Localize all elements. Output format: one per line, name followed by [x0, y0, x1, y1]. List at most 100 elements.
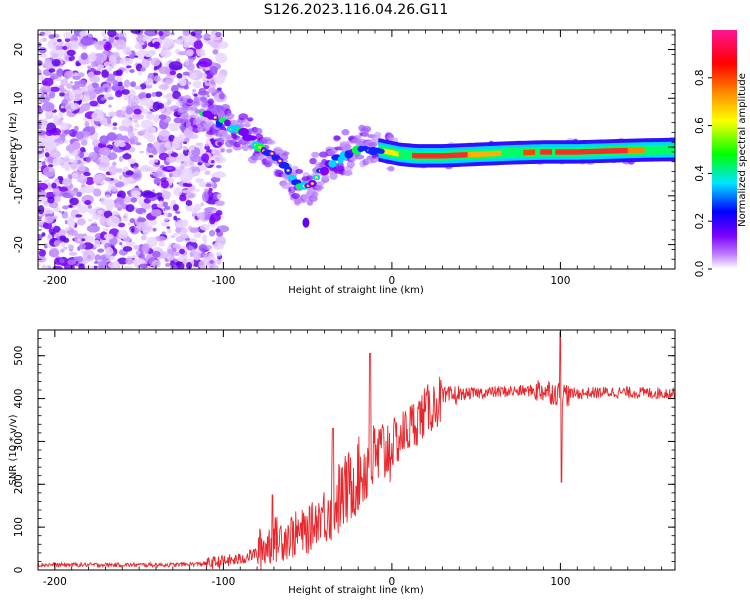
heatmap-cell — [81, 235, 95, 243]
heatmap-cell — [101, 69, 110, 78]
heatmap-cell — [38, 249, 47, 257]
heatmap-cell — [67, 259, 77, 266]
heatmap-cell — [193, 40, 203, 50]
heatmap-cell — [69, 197, 79, 206]
heatmap-cell — [183, 41, 189, 48]
heatmap-cell — [205, 183, 212, 188]
heatmap-cell — [181, 105, 190, 111]
heatmap-cell — [51, 52, 59, 59]
heatmap-cell — [177, 51, 187, 56]
heatmap-cell — [38, 47, 47, 54]
heatmap-cell — [170, 74, 177, 79]
heatmap-cell — [59, 88, 67, 93]
heatmap-cell — [185, 192, 197, 199]
heatmap-cell — [49, 247, 60, 258]
heatmap-blob-core — [278, 159, 282, 163]
heatmap-cell — [59, 186, 69, 192]
heatmap-cell — [135, 142, 142, 146]
ridge-hot-segment — [412, 152, 468, 159]
heatmap-cell — [97, 210, 104, 215]
heatmap-cell — [193, 232, 202, 238]
heatmap-cell — [204, 214, 209, 219]
heatmap-cell — [112, 161, 117, 167]
heatmap-cell — [144, 51, 152, 58]
heatmap-cell — [91, 139, 100, 147]
heatmap-cell — [137, 222, 147, 232]
heatmap-cell — [43, 139, 54, 150]
heatmap-cell — [170, 264, 178, 269]
heatmap-cell — [216, 193, 222, 200]
heatmap-cell — [158, 196, 164, 203]
heatmap-cell — [93, 265, 98, 269]
heatmap-blob-core — [314, 176, 318, 179]
heatmap-cell — [139, 150, 145, 154]
heatmap-cell — [129, 218, 135, 224]
heatmap-cell — [141, 243, 150, 254]
heatmap-cell — [44, 86, 49, 89]
heatmap-cell — [77, 79, 87, 88]
ridge-hot-segment — [627, 147, 645, 154]
heatmap-cell — [185, 237, 191, 241]
heatmap-cell — [202, 77, 208, 83]
heatmap-cell — [309, 157, 317, 165]
heatmap-cell — [170, 32, 175, 36]
heatmap-cell — [75, 62, 80, 67]
heatmap-cell — [134, 85, 142, 90]
heatmap-cell — [74, 80, 80, 85]
heatmap-cell — [76, 191, 83, 198]
heatmap-cell — [158, 114, 167, 120]
snr-y-axis: 0 100 200 300 400 500 — [13, 329, 675, 573]
heatmap-cell — [38, 146, 43, 152]
heatmap-cell — [141, 202, 151, 210]
heatmap-cell — [57, 175, 64, 181]
heatmap-cell — [103, 233, 114, 240]
heatmap-cell — [212, 242, 225, 250]
heatmap-cell — [40, 119, 48, 125]
heatmap-cell — [199, 165, 207, 171]
heatmap-cell — [180, 111, 189, 120]
heatmap-cell — [103, 61, 111, 67]
heatmap-cell — [116, 33, 120, 37]
heatmap-cell — [169, 70, 177, 76]
heatmap-cell — [225, 112, 235, 120]
heatmap-cell — [157, 103, 165, 110]
heatmap-cell — [159, 136, 164, 141]
heatmap-cell — [73, 256, 81, 262]
heatmap-cell — [185, 137, 190, 142]
heatmap-cell — [93, 260, 99, 264]
heatmap-blob — [302, 217, 310, 228]
heatmap-cell — [192, 251, 201, 261]
heatmap-cell — [125, 170, 134, 176]
heatmap-cell — [128, 135, 139, 145]
heatmap-cell — [49, 86, 60, 92]
heatmap-cell — [210, 138, 215, 145]
heatmap-cell — [188, 58, 194, 64]
heatmap-cell — [198, 57, 213, 68]
heatmap-cell — [162, 95, 168, 98]
heatmap-cell — [127, 158, 136, 165]
ridge-hot-segment — [540, 149, 552, 155]
heatmap-cell — [38, 254, 46, 263]
heatmap-cell — [173, 258, 179, 263]
heatmap-cell — [253, 127, 263, 135]
heatmap-cell — [92, 175, 104, 184]
heatmap-cell — [87, 66, 92, 71]
heatmap-cell — [152, 188, 155, 193]
heatmap-cell — [134, 123, 140, 128]
heatmap-cell — [41, 232, 46, 237]
heatmap-cell — [64, 139, 68, 144]
heatmap-cell — [159, 200, 164, 205]
heatmap-cell — [193, 93, 198, 97]
heatmap-cell — [47, 183, 52, 188]
heatmap-cell — [62, 205, 69, 210]
heatmap-cell — [195, 247, 200, 253]
snr-series-line — [38, 331, 675, 570]
heatmap-cell — [175, 236, 184, 243]
heatmap-cell — [166, 166, 173, 171]
heatmap-cell — [50, 226, 54, 230]
heatmap-cell — [139, 263, 148, 269]
heatmap-cell — [123, 79, 131, 88]
heatmap-cell — [203, 123, 211, 130]
heatmap-cell — [211, 150, 215, 155]
heatmap-cell — [48, 34, 56, 40]
